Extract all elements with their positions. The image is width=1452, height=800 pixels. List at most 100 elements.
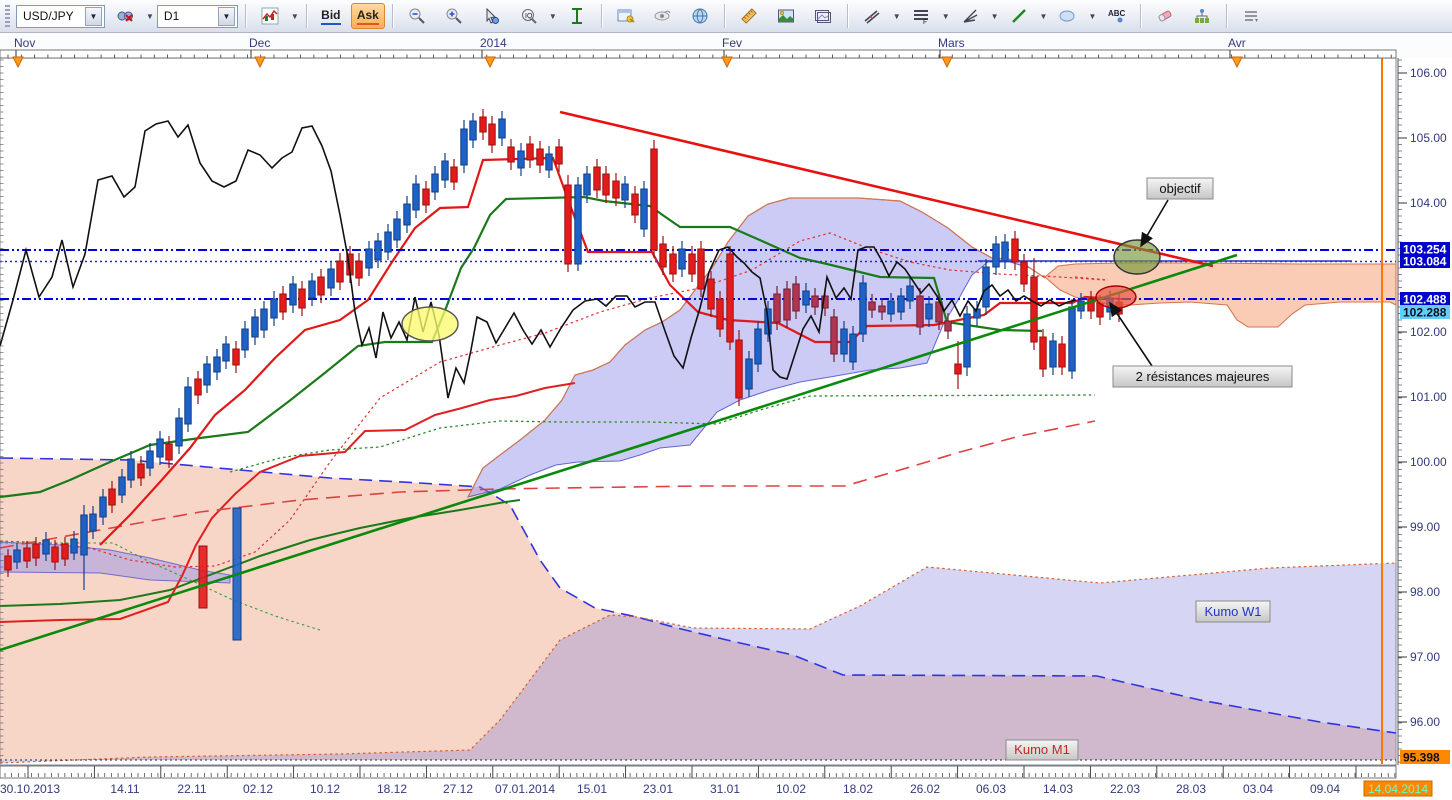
timeframe-select[interactable]: D1 ▼ bbox=[156, 4, 238, 28]
candle bbox=[327, 268, 335, 289]
candle bbox=[289, 283, 297, 306]
candle bbox=[479, 116, 487, 133]
green-senkou-line bbox=[0, 195, 1043, 499]
trendline-descending-resistance[interactable] bbox=[559, 110, 1214, 268]
find-symbol-button[interactable] bbox=[108, 3, 142, 29]
month-label: Avr bbox=[1228, 36, 1246, 50]
chevron-down-icon[interactable]: ▼ bbox=[217, 6, 235, 26]
chevron-down-icon[interactable]: ▼ bbox=[941, 11, 950, 21]
candle bbox=[80, 514, 88, 556]
chevron-down-icon[interactable]: ▼ bbox=[990, 11, 999, 21]
price-badge-label: 95.398 bbox=[1403, 751, 1440, 765]
red-dot-segment bbox=[1074, 276, 1109, 281]
candle bbox=[175, 417, 183, 447]
candle bbox=[545, 153, 553, 171]
vertical-scale-button[interactable] bbox=[560, 3, 594, 29]
price-badge bbox=[1400, 292, 1450, 306]
chevron-down-icon[interactable]: ▼ bbox=[892, 11, 901, 21]
annotation-arrow[interactable] bbox=[1140, 199, 1169, 248]
candle bbox=[1001, 241, 1009, 262]
candle bbox=[317, 276, 325, 296]
candle bbox=[99, 496, 107, 518]
zoom-out-button[interactable] bbox=[400, 3, 434, 29]
yellow-highlight-ellipse[interactable] bbox=[401, 306, 459, 342]
ask-button[interactable]: Ask bbox=[350, 3, 385, 29]
pointer-button[interactable] bbox=[474, 3, 508, 29]
candle bbox=[583, 173, 591, 196]
measure-button[interactable] bbox=[732, 3, 766, 29]
candle bbox=[944, 320, 952, 332]
candle bbox=[640, 188, 648, 230]
candle bbox=[118, 476, 126, 496]
candle bbox=[925, 303, 933, 320]
resistances-box[interactable] bbox=[1112, 365, 1293, 388]
annotation-arrow[interactable] bbox=[1109, 301, 1153, 367]
toolbar: USD/JPY ▼ ▼ D1 ▼ ▼ Bid As bbox=[0, 0, 1452, 33]
zoom-range-button[interactable]: IQ bbox=[511, 3, 545, 29]
more-menu-button[interactable] bbox=[1234, 3, 1268, 29]
price-badge-label: 103.084 bbox=[1403, 255, 1447, 269]
month-marker-arrow bbox=[254, 56, 266, 69]
chevron-down-icon[interactable]: ▼ bbox=[1039, 11, 1048, 21]
chevron-down-icon[interactable]: ▼ bbox=[146, 11, 154, 21]
candle bbox=[42, 539, 50, 555]
frame-button[interactable] bbox=[806, 3, 840, 29]
bottom-ruler[interactable] bbox=[0, 765, 1397, 779]
screenshot-button[interactable] bbox=[609, 3, 643, 29]
watchlist-button[interactable] bbox=[646, 3, 680, 29]
chevron-down-icon[interactable]: ▼ bbox=[290, 11, 299, 21]
toolbar-grip[interactable] bbox=[5, 5, 10, 27]
objective-zone-ellipse[interactable] bbox=[1113, 239, 1161, 275]
candle bbox=[688, 253, 696, 275]
date-label: 27.12 bbox=[443, 782, 473, 796]
fibo-levels-button[interactable]: F bbox=[904, 3, 938, 29]
candle bbox=[897, 295, 905, 313]
resistance-zone-ellipse[interactable] bbox=[1095, 285, 1137, 309]
fan-tool-button[interactable] bbox=[953, 3, 987, 29]
candle bbox=[678, 248, 686, 270]
chevron-down-icon[interactable]: ▼ bbox=[85, 6, 102, 26]
bid-button[interactable]: Bid bbox=[314, 3, 348, 29]
chevron-down-icon[interactable]: ▼ bbox=[548, 11, 557, 21]
top-ruler[interactable] bbox=[0, 49, 1397, 59]
insert-image-button[interactable] bbox=[769, 3, 803, 29]
candle bbox=[745, 358, 753, 390]
date-label: 22.11 bbox=[177, 782, 206, 796]
kumo-w1-box[interactable] bbox=[1195, 600, 1271, 623]
zoom-in-button[interactable] bbox=[437, 3, 471, 29]
indicators-button[interactable] bbox=[1185, 3, 1219, 29]
trendline-ascending-support[interactable] bbox=[0, 253, 1238, 652]
candle bbox=[165, 443, 173, 461]
web-button[interactable] bbox=[683, 3, 717, 29]
eraser-button[interactable] bbox=[1148, 3, 1182, 29]
candle bbox=[222, 343, 230, 362]
candle bbox=[954, 363, 962, 375]
chevron-down-icon[interactable]: ▼ bbox=[1088, 11, 1097, 21]
candle bbox=[32, 543, 40, 559]
candle bbox=[574, 184, 582, 265]
trendlines-icon bbox=[864, 10, 880, 24]
month-marker-arrow bbox=[721, 56, 733, 69]
symbol-select[interactable]: USD/JPY ▼ bbox=[16, 4, 105, 28]
candle bbox=[1011, 238, 1019, 263]
candle bbox=[393, 218, 401, 241]
text-tool-button[interactable]: ABC bbox=[1099, 3, 1133, 29]
date-label: 14.03 bbox=[1043, 782, 1073, 796]
plot-area[interactable] bbox=[0, 57, 1397, 766]
candle bbox=[384, 231, 392, 253]
symbol-value: USD/JPY bbox=[23, 9, 74, 23]
trendlines-tool-button[interactable] bbox=[855, 3, 889, 29]
candle bbox=[707, 278, 715, 310]
candle bbox=[887, 300, 895, 315]
candle bbox=[650, 148, 658, 251]
horizontal-levels-icon: F bbox=[913, 10, 928, 25]
objectif-box[interactable] bbox=[1146, 177, 1214, 200]
segment-tool-button[interactable] bbox=[1002, 3, 1036, 29]
chart-type-button[interactable] bbox=[253, 3, 287, 29]
ellipse-tool-button[interactable] bbox=[1050, 3, 1084, 29]
kumo-m1-box[interactable] bbox=[1005, 739, 1079, 761]
image-frame-icon bbox=[814, 10, 831, 23]
price-tick-label: 105.00 bbox=[1410, 131, 1447, 145]
date-label: 14.11 bbox=[110, 782, 139, 796]
